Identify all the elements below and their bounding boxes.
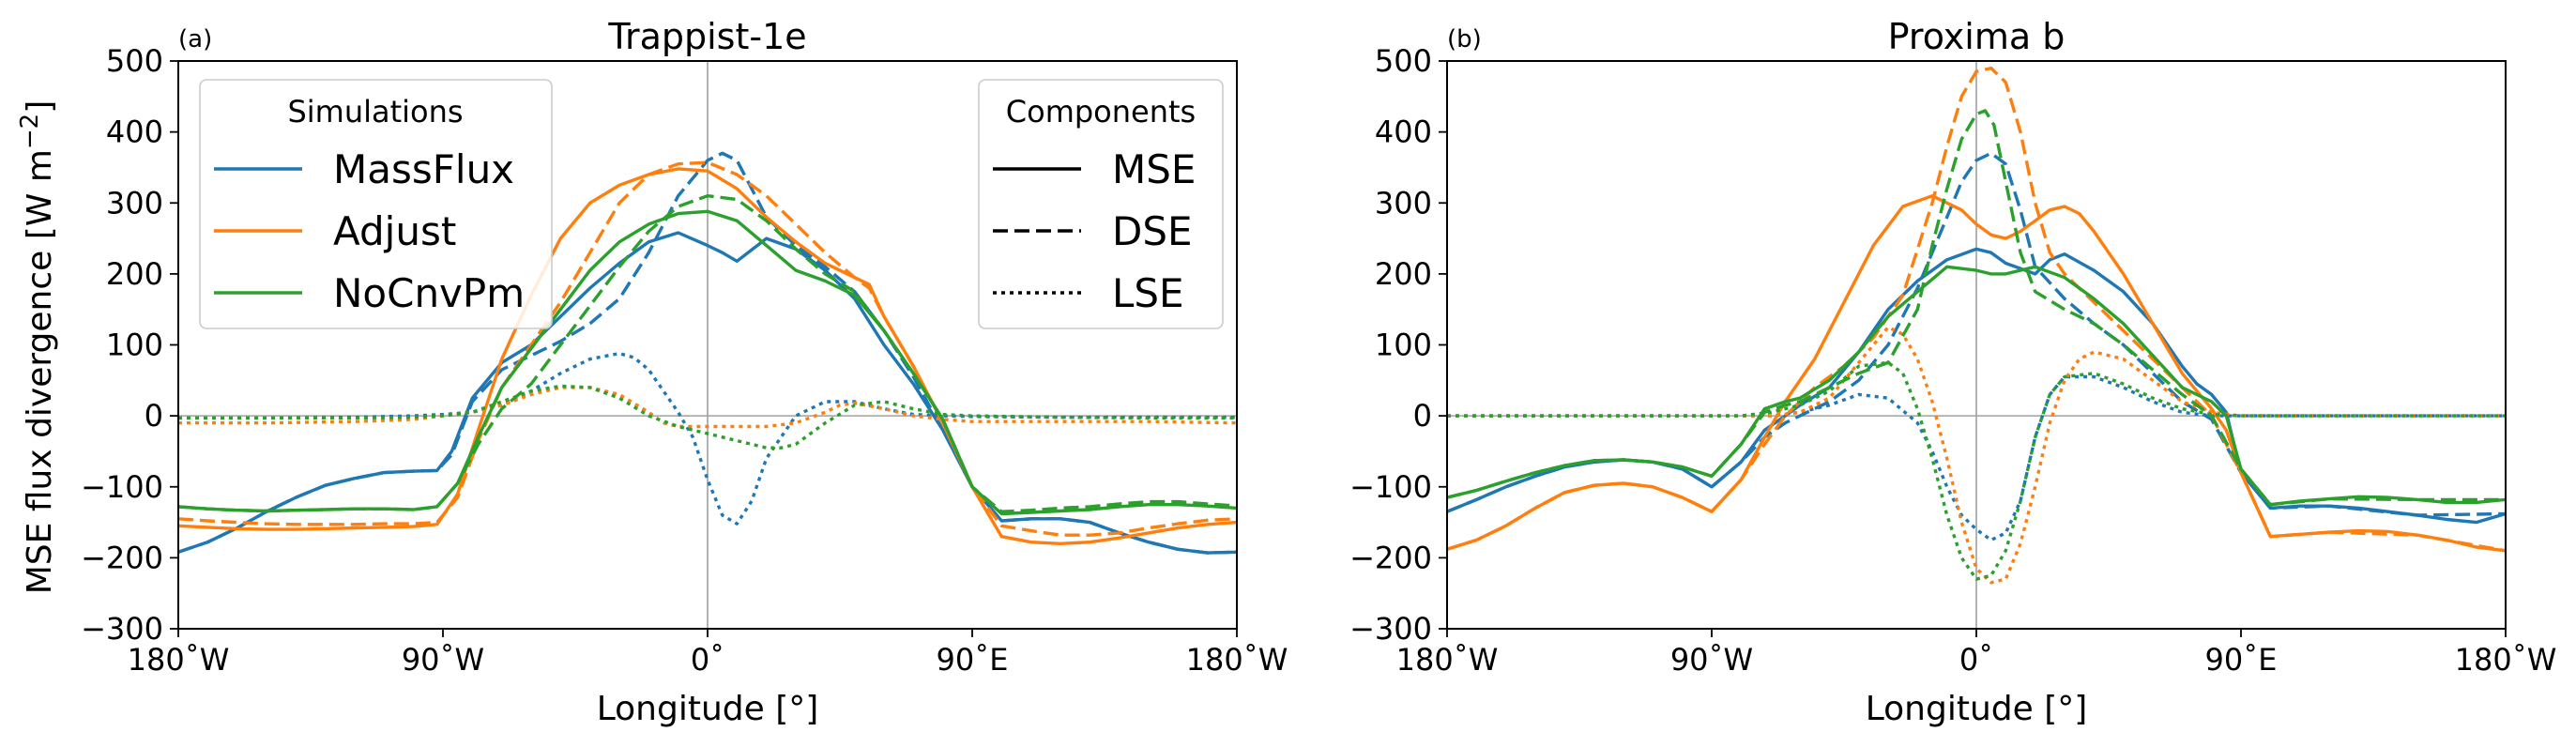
legend-label-dse: DSE (1112, 208, 1193, 254)
y-tick-label: −300 (1349, 611, 1432, 647)
series-line-adjust-mse (178, 167, 1237, 545)
series-line-nocnvpm-lse (1447, 360, 2506, 581)
x-tick-label: 90˚E (2205, 642, 2278, 678)
y-tick-label: 400 (1375, 114, 1432, 150)
legend-simulations: Simulations MassFlux Adjust NoCnvPm (199, 79, 553, 329)
panel-trappist-1e: −300 −200 −100 0 100 200 300 400 500 180˚W 90˚W 0˚ 9… (81, 16, 1288, 728)
series-group (1447, 66, 2506, 585)
panel-tag: (a) (178, 25, 212, 53)
legend-title: Simulations (287, 94, 463, 130)
series-line-adjust-dse (178, 160, 1237, 537)
y-tick-label: 500 (106, 43, 163, 79)
y-tick-label: 300 (106, 185, 163, 221)
x-tick-label: 0˚ (1959, 642, 1993, 678)
y-tick-label: −300 (81, 611, 163, 647)
legend-label-lse: LSE (1112, 270, 1184, 316)
y-tick-label: 100 (106, 328, 163, 363)
y-tick-label: 100 (1375, 328, 1432, 363)
series-line-nocnvpm-lse (178, 384, 1237, 450)
y-tick-label: 500 (1375, 43, 1432, 79)
panel-title: Trappist-1e (607, 16, 806, 57)
panel-tag: (b) (1447, 25, 1482, 53)
x-tick-label: 180˚W (1186, 642, 1288, 678)
y-tick-label: 400 (106, 114, 163, 150)
series-line-adjust-lse (1447, 325, 2506, 585)
panel-proxima-b: −300 −200 −100 0 100 200 300 400 500 180˚W 90˚W 0˚ 9… (1349, 16, 2556, 728)
x-tick-label: 0˚ (691, 642, 724, 678)
y-tick-label: −200 (1349, 540, 1432, 575)
legend-label-mse: MSE (1112, 146, 1196, 192)
legend-label-nocnvpm: NoCnvPm (333, 270, 525, 316)
y-tick-label: 200 (106, 256, 163, 292)
legend-components: Components MSE DSE LSE (978, 79, 1224, 329)
legend-box (978, 79, 1224, 329)
y-tick-label: 200 (1375, 256, 1432, 292)
x-tick-label: 180˚W (1396, 642, 1499, 678)
x-tick-label: 90˚W (1670, 642, 1753, 678)
x-tick-label: 90˚E (937, 642, 1009, 678)
y-tick-label: −200 (81, 540, 163, 575)
series-line-nocnvpm-dse (178, 194, 1237, 513)
y-axis-title: MSE flux divergence [W m−2] (16, 100, 59, 595)
legend-box (199, 79, 553, 329)
x-axis-title: Longitude [°] (597, 690, 819, 728)
x-tick-label: 180˚W (128, 642, 230, 678)
series-line-nocnvpm-dse (1447, 109, 2506, 507)
y-tick-label: 0 (1413, 398, 1432, 434)
y-tick-label: 0 (145, 398, 163, 434)
x-axis-title: Longitude [°] (1866, 690, 2088, 728)
legend-title: Components (1006, 94, 1196, 130)
y-tick-label: 300 (1375, 185, 1432, 221)
y-axis-title-exponent: −2 (16, 114, 44, 149)
series-line-massflux-dse (178, 151, 1237, 555)
x-tick-label: 180˚W (2455, 642, 2557, 678)
y-tick-label: −100 (81, 469, 163, 505)
panel-title: Proxima b (1888, 16, 2065, 57)
legend-label-massflux: MassFlux (333, 146, 514, 192)
y-tick-label: −100 (1349, 469, 1432, 505)
legend-label-adjust: Adjust (333, 208, 456, 254)
x-tick-label: 90˚W (402, 642, 484, 678)
series-group (178, 151, 1237, 555)
